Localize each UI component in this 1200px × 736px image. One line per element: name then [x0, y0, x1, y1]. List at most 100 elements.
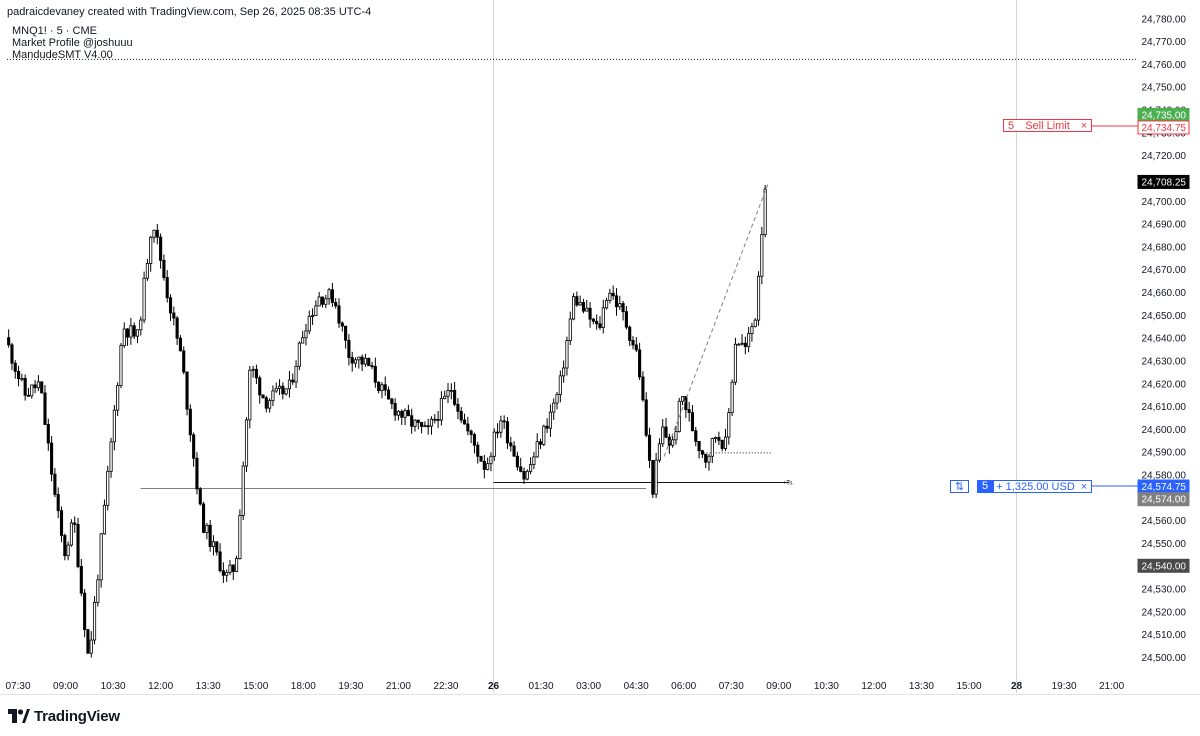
x-tick-label: 01:30 [529, 681, 554, 692]
candle-body [340, 322, 344, 327]
candle [505, 417, 510, 449]
candle [413, 419, 417, 432]
candle [294, 360, 298, 388]
candle-body [529, 464, 533, 472]
candle-body [624, 311, 628, 328]
candle [644, 392, 648, 438]
candle-body [73, 522, 77, 525]
candle-body [535, 441, 539, 458]
candle [406, 404, 410, 417]
candle [466, 416, 470, 436]
candle [274, 382, 278, 393]
x-tick-label: 13:30 [196, 681, 221, 692]
sell-limit-order[interactable]: 5 Sell Limit × [1003, 119, 1092, 132]
tradingview-logo: TradingView [8, 706, 120, 726]
candle-body [565, 340, 569, 369]
sell-limit-close-icon[interactable]: × [1080, 120, 1088, 132]
candle [386, 386, 391, 400]
candle-body [380, 384, 384, 391]
candle [96, 574, 100, 607]
close-position-icon[interactable]: × [1080, 481, 1088, 493]
candle [347, 334, 351, 366]
candle [664, 418, 668, 439]
candle-body [221, 570, 225, 576]
position-qty: 5 [977, 480, 993, 493]
level-note-label: +Ts. [783, 481, 795, 487]
candle-body [453, 389, 457, 405]
y-tick-label: 24,780.00 [1142, 14, 1187, 25]
indicator-legend-smt[interactable]: MandudeSMT V4.00 [12, 49, 113, 61]
candle [581, 298, 586, 314]
candle-body [661, 426, 665, 445]
candle-body [297, 342, 301, 367]
y-tick-label: 24,580.00 [1142, 471, 1187, 482]
candle-body [704, 453, 708, 463]
price-axis-tag-bg [1137, 558, 1190, 573]
candle-body [254, 368, 258, 379]
candle [20, 373, 24, 382]
candle-body [139, 319, 143, 331]
reverse-position-icon[interactable]: ⇅ [950, 480, 969, 493]
candle-body [707, 455, 711, 463]
candle-body [99, 533, 103, 581]
symbol-legend[interactable]: MNQ1! · 5 · CME [12, 25, 97, 37]
y-tick-label: 24,620.00 [1142, 379, 1187, 390]
candle [17, 365, 21, 387]
candle-body [311, 315, 315, 317]
candle [396, 410, 401, 421]
candle-body [733, 343, 737, 383]
candle-body [251, 368, 255, 371]
candle-body [248, 369, 252, 421]
candle-body [277, 385, 282, 389]
candle [568, 311, 572, 346]
candle-body [215, 541, 219, 553]
candle [538, 438, 543, 450]
y-tick-label: 24,520.00 [1142, 607, 1187, 618]
candle [334, 298, 338, 309]
candle-body [344, 325, 348, 341]
candle-body [525, 470, 529, 480]
candle-body [502, 420, 506, 423]
y-tick-label: 24,680.00 [1142, 242, 1187, 253]
candle [476, 441, 480, 464]
candle [89, 631, 93, 658]
candle [317, 291, 321, 307]
candle [535, 433, 539, 458]
candle [43, 385, 47, 426]
candle [624, 306, 628, 330]
candle-body [509, 442, 513, 447]
candle-body [172, 312, 176, 319]
candle-body [456, 403, 460, 412]
candle-body [92, 601, 97, 641]
candle [277, 379, 282, 396]
candle-body [218, 551, 222, 572]
candle-body [20, 378, 24, 380]
y-tick-label: 24,640.00 [1142, 334, 1187, 345]
candle [185, 371, 189, 416]
candle [420, 421, 424, 434]
y-tick-label: 24,560.00 [1142, 516, 1187, 527]
candle-body [674, 431, 678, 441]
candle-body [347, 339, 351, 358]
y-tick-label: 24,750.00 [1142, 83, 1187, 94]
indicator-legend-market-profile[interactable]: Market Profile @joshuuu [12, 37, 133, 49]
candle [221, 562, 225, 583]
candle-body [314, 305, 318, 316]
candle-body [367, 357, 371, 367]
candle [301, 330, 305, 344]
candle [555, 391, 559, 410]
candle [710, 437, 714, 464]
candle-body [403, 409, 407, 418]
candle [403, 408, 407, 426]
candle [83, 588, 87, 638]
candle-body [492, 431, 496, 457]
x-tick-label: 15:00 [956, 681, 981, 692]
tradingview-logo-text: TradingView [34, 707, 120, 725]
position-pnl: + 1,325.00 USD [996, 481, 1075, 493]
position-pnl-box[interactable]: + 1,325.00 USD × [993, 480, 1092, 493]
candle-body [756, 275, 761, 321]
candle-body [7, 337, 11, 346]
candle [532, 451, 536, 470]
candle-body [634, 344, 638, 351]
